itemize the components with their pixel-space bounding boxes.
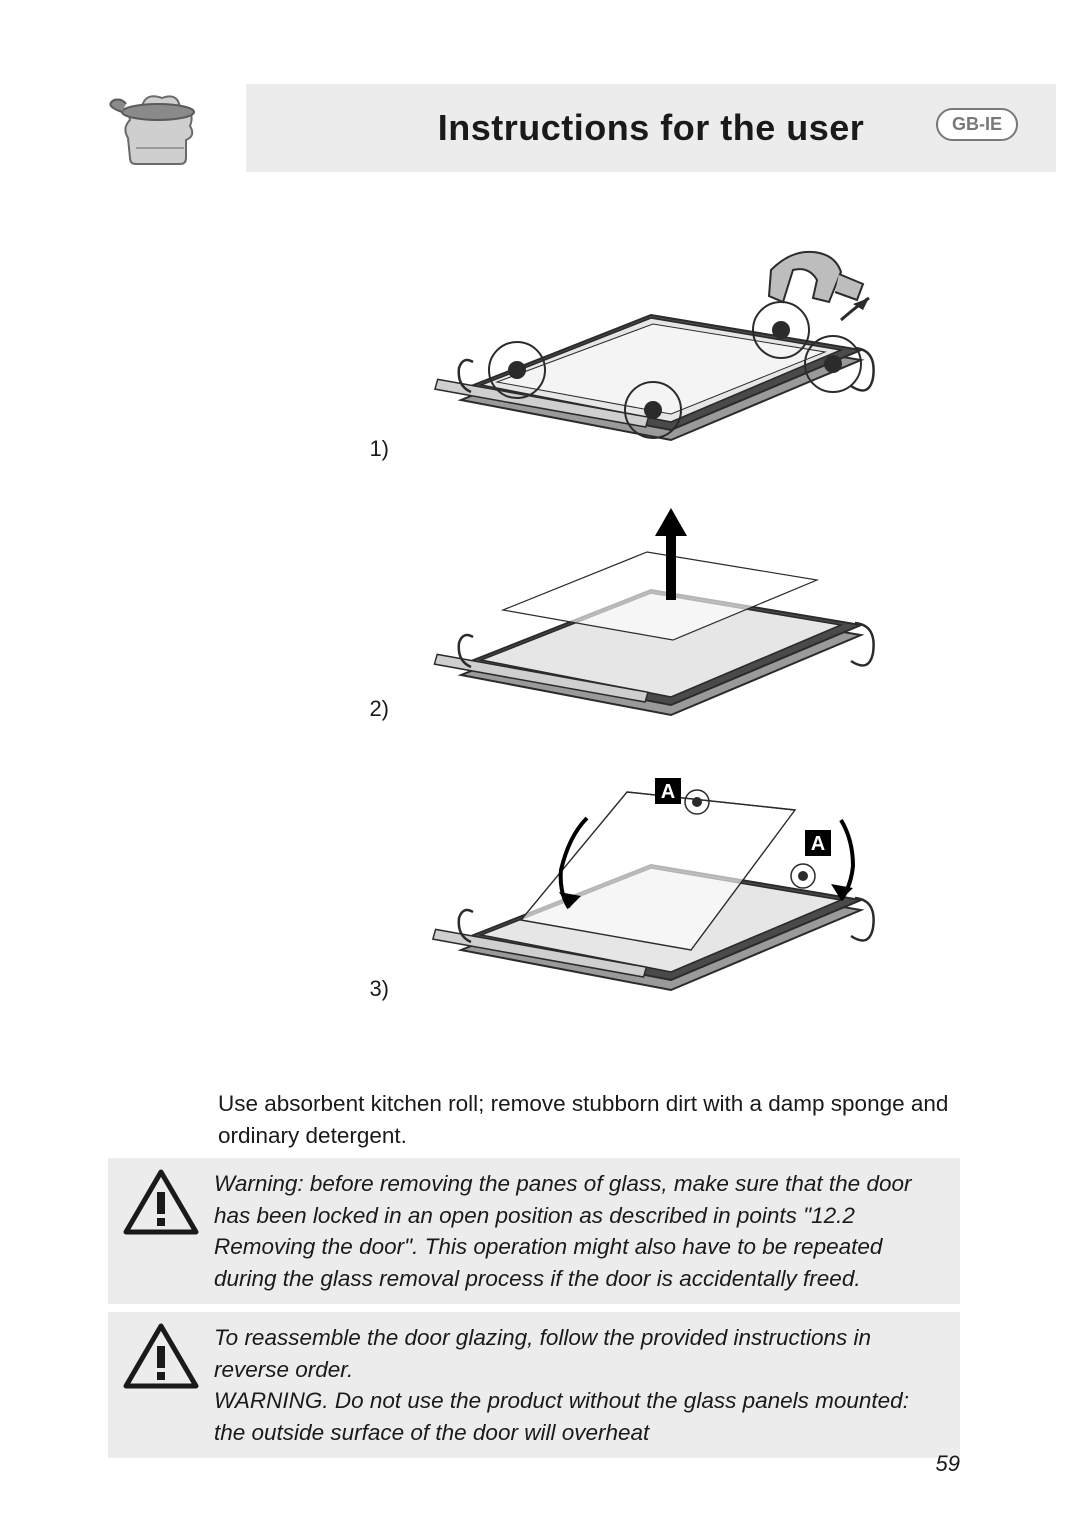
page-number: 59 [936,1451,960,1477]
warning-block-1: Warning: before removing the panes of gl… [108,1158,960,1304]
diagram-step-3-label: 3) [345,976,407,1010]
header-spacer [218,84,246,172]
warning-block-2: To reassemble the door glazing, follow t… [108,1312,960,1458]
warning-text-2: To reassemble the door glazing, follow t… [204,1322,946,1448]
body-paragraph: Use absorbent kitchen roll; remove stubb… [218,1088,960,1152]
warning-icon [118,1168,204,1238]
warning-text-1: Warning: before removing the panes of gl… [204,1168,946,1294]
header-row: Instructions for the user GB-IE [0,84,1080,172]
diagram-step-1-image [407,210,905,470]
diagram-step-2-label: 2) [345,696,407,730]
diagram-step-2: 2) [345,480,905,730]
diagram-step-3-image: A A [407,740,905,1010]
chef-hat-icon [98,84,218,172]
diagram-step-2-image [407,480,905,730]
warning-icon [118,1322,204,1392]
diagram-step-3: 3) A A [345,740,905,1010]
language-badge: GB-IE [936,108,1018,141]
title-bar: Instructions for the user GB-IE [246,84,1056,172]
diagram-step-1-label: 1) [345,436,407,470]
diagram-area: 1) [345,210,905,1020]
diagram-step-1: 1) [345,210,905,470]
page-title: Instructions for the user [438,107,865,149]
diagram-label-a-1: A [661,781,675,803]
diagram-label-a-2: A [811,833,825,855]
manual-page: Instructions for the user GB-IE 1) [0,0,1080,1529]
